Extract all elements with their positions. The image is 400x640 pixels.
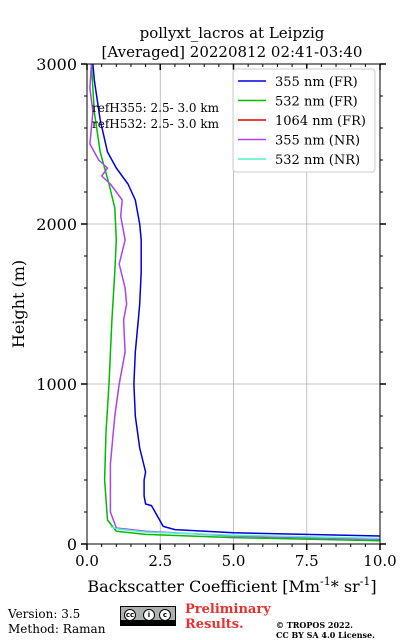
legend-label: 532 nm (FR) [275, 95, 358, 110]
x-tick-label: 0.0 [75, 552, 99, 570]
legend-label: 355 nm (FR) [275, 75, 358, 90]
annotation-refh355: refH355: 2.5- 3.0 km [92, 101, 220, 115]
copyright-notice: © TROPOS 2022. CC BY SA 4.0 License. [276, 620, 375, 640]
x-axis-label: Backscatter Coefficient [Mm-1* sr-1] [87, 575, 376, 596]
x-axis-label-exp2: -1 [360, 575, 371, 588]
series-line [110, 525, 381, 540]
x-axis-label-main: Backscatter Coefficient [Mm [87, 577, 320, 596]
copyright-line-1: © TROPOS 2022. [276, 620, 353, 630]
y-tick-label: 2000 [36, 215, 77, 234]
legend-label: 1064 nm (FR) [275, 114, 366, 129]
chart-title: pollyxt_lacros at Leipzig [140, 24, 325, 42]
x-tick-label: 10.0 [363, 552, 396, 570]
copyright-line-2: CC BY SA 4.0 License. [276, 630, 375, 640]
x-axis-label-exp1: -1 [320, 575, 331, 588]
legend: 355 nm (FR) 532 nm (FR) 1064 nm (FR) 355 nm… [232, 68, 376, 173]
preliminary-results-note: Preliminary Results. [185, 602, 271, 632]
series-line [90, 63, 381, 542]
y-tick-label: 3000 [36, 55, 77, 74]
x-tick-label: 5.0 [222, 552, 246, 570]
legend-label: 355 nm (NR) [275, 134, 360, 149]
backscatter-profile-chart: pollyxt_lacros at Leipzig [Averaged] 202… [9, 24, 397, 596]
x-tick-label: 7.5 [295, 552, 319, 570]
y-tick-label: 1000 [36, 375, 77, 394]
chart-subtitle: [Averaged] 20220812 02:41-03:40 [102, 43, 363, 61]
method-text: Method: Raman [8, 622, 106, 636]
version-text: Version: 3.5 [8, 607, 81, 621]
cc-license-logo: cc i c [120, 606, 176, 626]
annotation-refh532: refH532: 2.5- 3.0 km [92, 117, 220, 131]
x-axis-label-mid: * sr [331, 577, 360, 596]
axis-ticks: 0.0 2.5 5.0 7.5 10.0 0 1000 2000 3000 [36, 55, 396, 570]
cc-logo-bar [121, 620, 175, 625]
legend-box [232, 68, 376, 173]
y-tick-label: 0 [67, 535, 77, 554]
x-tick-label: 2.5 [148, 552, 172, 570]
legend-label: 532 nm (NR) [275, 153, 360, 168]
series-line [92, 63, 381, 537]
x-axis-label-end: ] [370, 577, 376, 596]
series-lines [89, 63, 381, 542]
y-axis-label: Height (m) [9, 260, 28, 348]
series-line [89, 63, 381, 540]
